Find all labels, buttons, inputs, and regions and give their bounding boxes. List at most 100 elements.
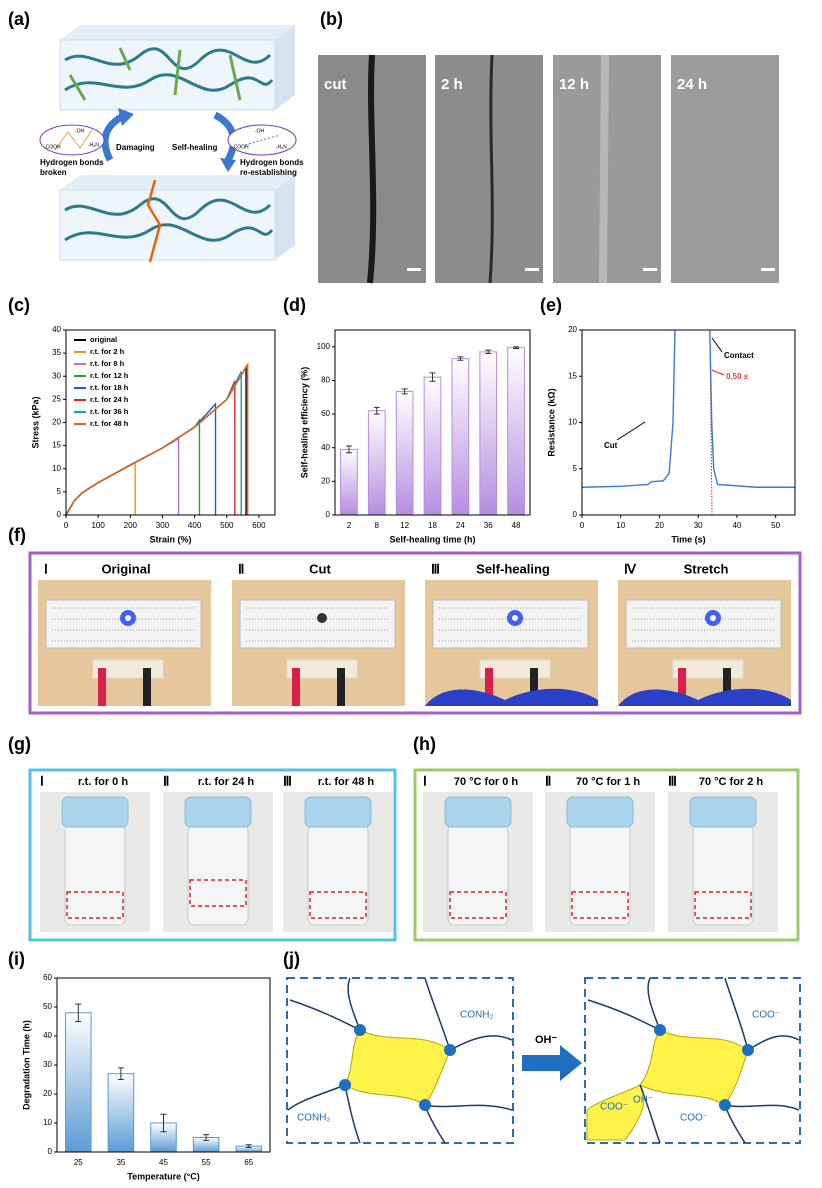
x-tick-label: 24 bbox=[456, 521, 465, 530]
vial-body bbox=[692, 824, 754, 926]
data-line bbox=[65, 362, 249, 516]
block-top bbox=[60, 175, 295, 190]
group: -COOH bbox=[232, 144, 249, 150]
vial-label: r.t. for 0 h bbox=[78, 776, 128, 788]
x-tick-label: 400 bbox=[188, 521, 202, 530]
legend-label: r.t. for 12 h bbox=[90, 371, 129, 380]
y-tick-label: 5 bbox=[573, 464, 578, 473]
bar bbox=[367, 410, 386, 516]
panel-label: (a) bbox=[8, 9, 30, 29]
arrow-label: OH⁻ bbox=[535, 1034, 558, 1046]
x-tick-label: 0 bbox=[64, 521, 69, 530]
node bbox=[719, 1099, 731, 1111]
plot-frame bbox=[56, 977, 271, 1153]
vial-cap bbox=[304, 796, 372, 828]
error-bar bbox=[401, 388, 408, 395]
arrow-head bbox=[220, 158, 236, 172]
numeral: Ⅱ bbox=[545, 773, 551, 788]
y-tick-label: 25 bbox=[52, 394, 61, 403]
y-axis-label: Degradation Time (h) bbox=[21, 1020, 31, 1110]
group: COO⁻ bbox=[680, 1113, 708, 1124]
x-tick-label: 18 bbox=[428, 521, 437, 530]
x-tick-label: 100 bbox=[91, 521, 105, 530]
x-tick-label: 600 bbox=[252, 521, 266, 530]
group: CONH₂ bbox=[297, 1113, 330, 1124]
y-axis-label: Resistance (kΩ) bbox=[546, 388, 556, 456]
schematic: -OH -COOH -H₂N -OH -COOH -H₂N Damaging S… bbox=[39, 25, 304, 263]
y-tick-label: 20 bbox=[568, 325, 577, 334]
photo-label: Original bbox=[101, 561, 150, 576]
legend-label: original bbox=[90, 335, 117, 344]
seam bbox=[599, 54, 609, 284]
y-tick-label: 50 bbox=[43, 1002, 52, 1011]
chains bbox=[287, 977, 513, 1144]
micrograph-label: 2 h bbox=[441, 76, 463, 93]
y-tick-label: 30 bbox=[43, 1060, 52, 1069]
error-bar bbox=[75, 1003, 82, 1022]
error-bar bbox=[373, 406, 380, 415]
error-bar bbox=[457, 356, 464, 361]
chains bbox=[64, 47, 274, 92]
vial-body bbox=[447, 824, 509, 926]
vial-label: 70 °C for 1 h bbox=[576, 776, 641, 788]
bar bbox=[451, 358, 470, 516]
led bbox=[317, 613, 327, 623]
vial-cap bbox=[566, 796, 634, 828]
led-core bbox=[710, 615, 716, 621]
bar bbox=[423, 376, 442, 516]
x-tick-label: 300 bbox=[156, 521, 170, 530]
plot-frame bbox=[581, 329, 796, 516]
error-bar bbox=[485, 349, 492, 355]
arrow bbox=[711, 337, 723, 353]
bar bbox=[65, 1012, 92, 1153]
x-tick-label: 12 bbox=[400, 521, 409, 530]
clip bbox=[337, 668, 345, 706]
vial-label: r.t. for 24 h bbox=[198, 776, 255, 788]
group: -H₂N bbox=[276, 144, 287, 150]
clip bbox=[143, 668, 151, 706]
micrographs: cut 2 h 12 h 24 h bbox=[318, 54, 779, 284]
x-tick-label: 55 bbox=[202, 1158, 211, 1167]
x-tick-label: 2 bbox=[347, 521, 352, 530]
network: CONH₂ CONH₂ OH⁻ COO⁻ COO⁻ OH⁻ COO⁻ bbox=[286, 977, 801, 1144]
x-tick-label: 30 bbox=[694, 521, 703, 530]
bar bbox=[107, 1073, 135, 1153]
highlight bbox=[694, 891, 752, 919]
arrow-head bbox=[560, 1045, 582, 1081]
numeral: Ⅰ bbox=[423, 773, 427, 788]
x-tick-label: 45 bbox=[159, 1158, 168, 1167]
glove bbox=[618, 688, 791, 706]
x-tick-label: 200 bbox=[124, 521, 138, 530]
x-tick-label: 500 bbox=[220, 521, 234, 530]
numeral: Ⅱ bbox=[163, 773, 169, 788]
y-tick-label: 0 bbox=[326, 510, 331, 519]
node bbox=[354, 1024, 366, 1036]
group: -OH bbox=[255, 128, 265, 134]
legend-label: r.t. for 8 h bbox=[90, 359, 125, 368]
chains bbox=[587, 977, 800, 1144]
highlight bbox=[449, 891, 507, 919]
node bbox=[654, 1024, 666, 1036]
clip bbox=[530, 668, 538, 706]
annotations-e: Cut Contact 0.50 s bbox=[604, 337, 754, 516]
panel-label: (j) bbox=[283, 949, 300, 969]
panel-label: (d) bbox=[283, 295, 306, 315]
y-tick-label: 40 bbox=[52, 325, 61, 334]
plot-frame bbox=[334, 329, 531, 516]
label: Hydrogen bonds bbox=[40, 158, 104, 167]
micrograph-label: 12 h bbox=[559, 76, 589, 93]
vial-cap bbox=[184, 796, 252, 828]
vial-body bbox=[187, 824, 249, 926]
region bbox=[586, 1029, 749, 1141]
arrow-head bbox=[118, 108, 134, 126]
vial-cap bbox=[444, 796, 512, 828]
panel-label: (c) bbox=[8, 295, 30, 315]
y-tick-label: 0 bbox=[57, 510, 62, 519]
x-tick-label: 36 bbox=[484, 521, 493, 530]
bar bbox=[395, 390, 414, 516]
panel-label: (h) bbox=[413, 734, 436, 754]
cut-line bbox=[367, 54, 377, 284]
x-axis-label: Strain (%) bbox=[149, 534, 191, 544]
region bbox=[344, 1029, 451, 1106]
